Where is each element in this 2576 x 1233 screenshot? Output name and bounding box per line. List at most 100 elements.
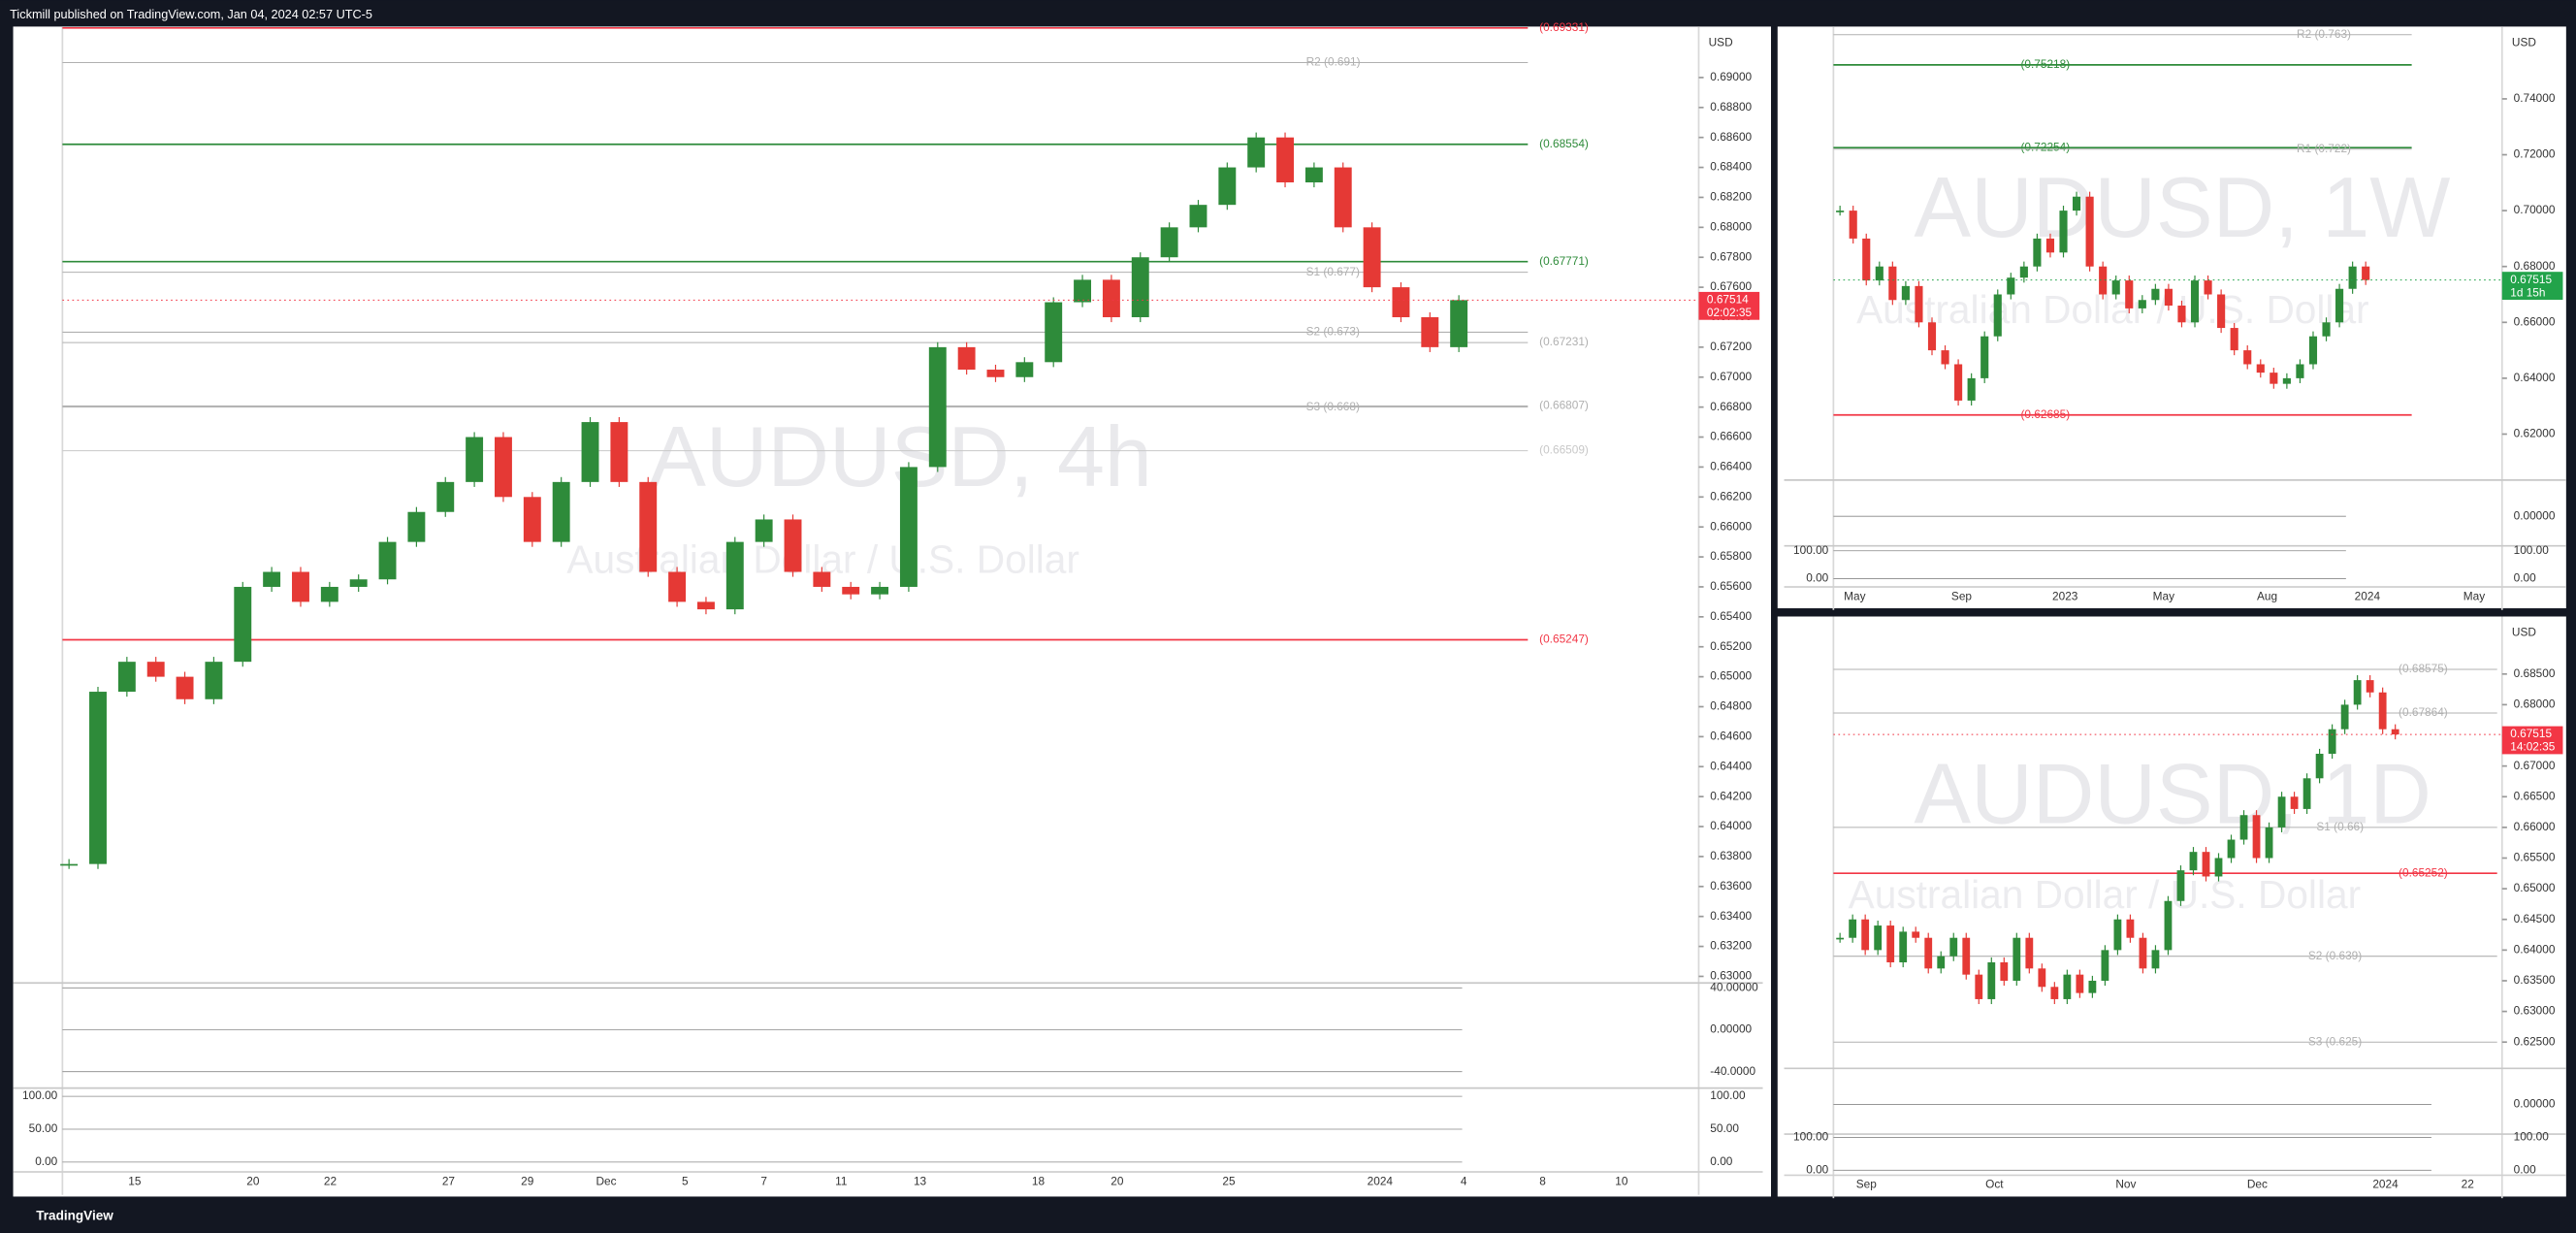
candle [2366, 680, 2374, 693]
y-tick-label: 0.62000 [2514, 427, 2556, 440]
candle [1045, 302, 1063, 363]
candle [2139, 937, 2147, 969]
candle [495, 437, 512, 498]
x-tick-label: 13 [914, 1174, 927, 1187]
candle [2391, 729, 2399, 735]
y-tick-label: 0.68400 [1710, 160, 1752, 174]
candle [1862, 238, 1871, 281]
y-tick-label: 0.66500 [2514, 789, 2556, 802]
y-tick-label: 0.65500 [2514, 851, 2556, 864]
candle [2204, 280, 2212, 295]
candle [2177, 306, 2186, 323]
candle [696, 601, 715, 610]
candle [2252, 815, 2261, 859]
y-tick-label: 0.64000 [2514, 942, 2556, 956]
y-tick-label: 0.68200 [1710, 190, 1752, 204]
candle [1954, 364, 1963, 401]
osc-tick-label: 0.00000 [1710, 1022, 1752, 1036]
candle [1421, 316, 1439, 347]
level-label: (0.68575) [2399, 662, 2448, 675]
level-label: (0.66509) [1539, 443, 1589, 457]
osc-tick-label: 100.00 [22, 1088, 58, 1102]
candle [2101, 950, 2109, 981]
level-label: S1 (0.66) [2316, 820, 2364, 833]
x-tick-label: 2024 [2355, 589, 2381, 602]
candle [1189, 205, 1208, 228]
candle [1861, 919, 1870, 951]
osc-tick-label: -40.0000 [1710, 1064, 1755, 1078]
level-label: S1 (0.677) [1306, 265, 1360, 278]
level-label: (0.62685) [2020, 407, 2070, 421]
x-tick-label: 18 [1032, 1174, 1046, 1187]
y-tick-label: 0.63800 [1710, 849, 1752, 862]
candle [1849, 919, 1857, 938]
y-tick-label: 0.68800 [1710, 100, 1752, 114]
candle [639, 481, 658, 572]
y-tick-label: 0.63000 [1710, 969, 1752, 983]
candle [349, 579, 368, 587]
candle [1899, 931, 1908, 963]
candle [2239, 815, 2248, 840]
level-label: (0.69331) [1539, 20, 1589, 34]
candle [581, 422, 599, 482]
candle [2164, 900, 2173, 951]
candle [813, 571, 831, 587]
x-tick-label: 27 [442, 1174, 455, 1187]
y-tick-label: 0.68000 [1710, 219, 1752, 233]
candle [2322, 322, 2331, 337]
osc-tick-label: 0.00 [1806, 1162, 1828, 1176]
level-label: (0.65247) [1539, 633, 1589, 646]
candle [1015, 362, 1034, 377]
candle [205, 662, 223, 699]
osc-tick-label: 100.00 [2514, 543, 2550, 557]
x-tick-label: 2023 [2052, 589, 2078, 602]
level-label: S2 (0.639) [2308, 949, 2362, 962]
candle [1915, 285, 1923, 323]
y-tick-label: 0.65400 [1710, 609, 1752, 623]
candle [1937, 956, 1946, 969]
osc-tick-label: 0.00000 [2514, 508, 2556, 522]
candle [2076, 974, 2084, 993]
candle [1392, 287, 1410, 317]
candle [2230, 328, 2238, 351]
level-label: R2 (0.691) [1306, 55, 1361, 69]
candle [146, 662, 165, 677]
candle [2050, 987, 2059, 999]
candle [1975, 974, 1983, 999]
osc-tick-label: 50.00 [29, 1121, 58, 1135]
osc-tick-label: 100.00 [1793, 1130, 1829, 1144]
candle [466, 437, 484, 482]
candle [2151, 950, 2160, 969]
level-label: (0.75218) [2020, 57, 2070, 71]
x-tick-label: May [2463, 589, 2485, 602]
watermark-subtitle: Australian Dollar / U.S. Dollar [1849, 872, 2362, 917]
candle [2125, 280, 2134, 308]
x-tick-label: 11 [835, 1174, 848, 1187]
candle [523, 497, 541, 542]
x-tick-label: 10 [1615, 1174, 1628, 1187]
y-tick-label: 0.72000 [2514, 147, 2556, 161]
candle [1962, 937, 1971, 975]
candle [2176, 870, 2185, 901]
y-tick-label: 0.62500 [2514, 1034, 2556, 1048]
candle [2019, 266, 2028, 278]
osc-tick-label: 0.00 [2514, 571, 2536, 585]
candle [436, 481, 455, 512]
y-tick-label: 0.68600 [1710, 130, 1752, 144]
candle [2045, 238, 2055, 253]
candle [725, 541, 744, 610]
candle [1949, 937, 1958, 957]
candle [1901, 285, 1910, 301]
level-label: (0.67864) [2399, 705, 2448, 719]
candle [2335, 288, 2344, 323]
x-tick-label: Aug [2257, 589, 2277, 602]
y-tick-label: 0.66800 [1710, 400, 1752, 413]
x-tick-label: 2024 [1368, 1174, 1394, 1187]
y-tick-label: 0.66000 [2514, 314, 2556, 328]
candle [1924, 937, 1933, 969]
x-tick-label: May [2153, 589, 2174, 602]
level-label: (0.67231) [1539, 335, 1589, 348]
y-tick-label: 0.64000 [1710, 819, 1752, 832]
candle [2353, 680, 2362, 705]
candle [2126, 919, 2135, 938]
